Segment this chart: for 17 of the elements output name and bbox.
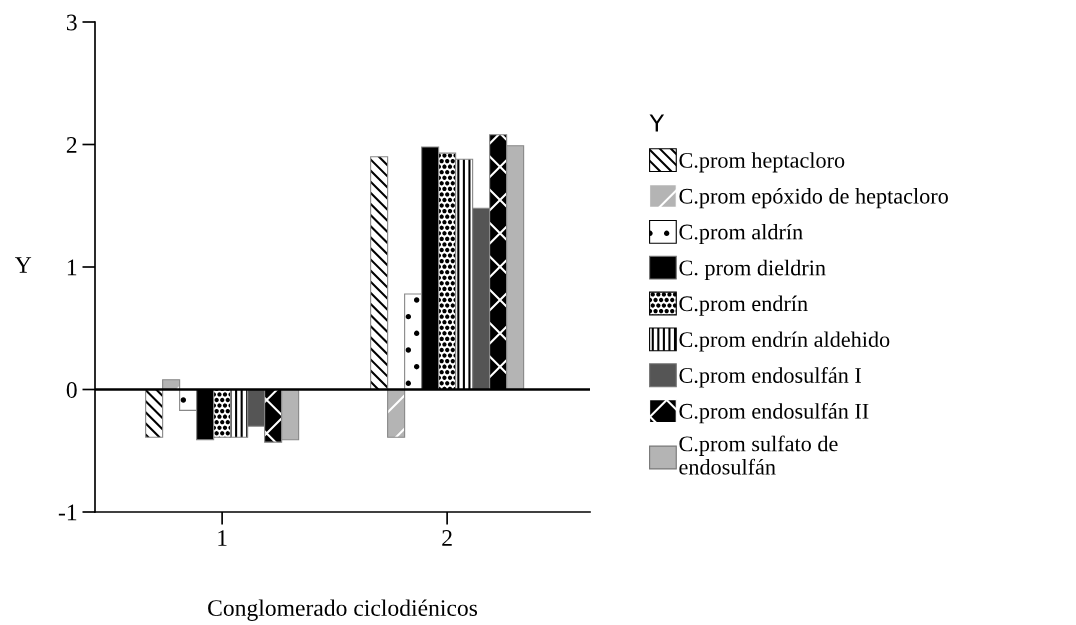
legend-label: C.prom aldrín: [679, 223, 803, 245]
legend-title: Y: [649, 114, 665, 132]
y-tick-label: -1: [58, 504, 77, 521]
y-tick-label: 3: [66, 14, 77, 31]
y-tick-label: 2: [66, 137, 77, 153]
legend-label: C. prom dieldrin: [679, 259, 826, 280]
legend-label: C.prom endrín: [679, 295, 808, 316]
legend-label: C.prom endrín aldehido: [679, 331, 890, 352]
x-axis-title: Conglomerado ciclodiénicos: [208, 599, 478, 621]
legend-label: C.prom endosulfán II: [679, 402, 869, 424]
legend-label: C.prom epóxido de heptacloro: [679, 188, 948, 209]
legend-label: C.prom endosulfán I: [679, 367, 862, 388]
legend-label: C.prom sulfato de endosulfán: [679, 435, 838, 475]
legend-label: C.prom heptacloro: [679, 152, 845, 173]
y-tick-label: 0: [66, 381, 77, 398]
y-axis-title: Y: [14, 257, 32, 273]
y-tick-label: 1: [67, 259, 77, 276]
